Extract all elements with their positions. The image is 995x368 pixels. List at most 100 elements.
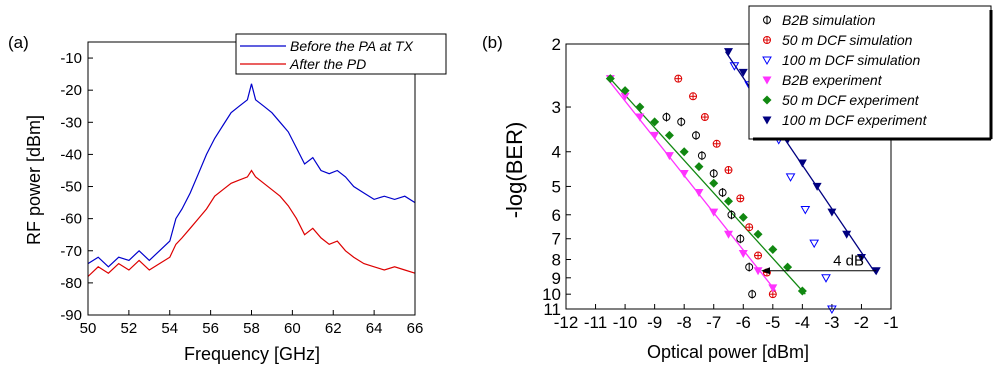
series-0-point [662, 112, 671, 122]
series-4-point [694, 162, 704, 172]
panel-b-frame [565, 43, 892, 310]
b-xtick-label: -10 [613, 313, 638, 332]
series-4-point [783, 262, 793, 272]
series-0-point [718, 188, 727, 198]
a-ytick-label: -80 [60, 275, 82, 292]
a-ytick-label: -50 [60, 179, 82, 196]
series-5-point [724, 48, 733, 57]
series-1-point [674, 74, 683, 83]
panel-a: (a) RF power [dBm] Frequency [GHz] 50 52 5… [8, 33, 447, 364]
legend-label-1: 50 m DCF simulation [782, 32, 913, 48]
a-xtick-label: 64 [366, 320, 383, 337]
panel-a-legend: Before the PA at TX After the PD [235, 33, 447, 75]
series-3-point [664, 152, 674, 161]
a-ytick-label: -60 [60, 211, 82, 228]
b-xtick-label: -6 [736, 313, 751, 332]
b-ytick-label: 11 [543, 300, 561, 319]
b-ytick-label: 6 [552, 206, 561, 225]
legend-marker-3 [762, 76, 772, 85]
legend-marker-5 [762, 116, 772, 125]
series-0-point [709, 168, 718, 178]
series-1-point [736, 194, 745, 203]
legend-label-3: B2B experiment [782, 72, 883, 88]
series-3-point [679, 169, 689, 178]
series-4-point [679, 147, 689, 157]
panel-b-legend: B2B simulation 50 m DCF simulation 100 m D… [748, 5, 993, 141]
b-ytick-label: 5 [552, 177, 561, 196]
fit-line-0 [606, 78, 777, 292]
series-4-point [768, 244, 778, 254]
a-xtick-label: 52 [121, 320, 138, 337]
b-xtick-label: -9 [647, 313, 662, 332]
b-xtick-label: -1 [883, 313, 898, 332]
b-xtick-label: -4 [795, 313, 810, 332]
a-xtick-label: 56 [202, 320, 219, 337]
legend-marker-4 [762, 95, 772, 105]
series-0-point [748, 289, 757, 299]
a-ytick-label: -90 [60, 307, 82, 324]
series-1-point [712, 139, 721, 148]
series-3-point [635, 113, 645, 122]
series-4-point [605, 74, 615, 84]
series-3-point [650, 131, 660, 140]
panel-b-annotation: 4 dB [761, 253, 877, 275]
legend-label-5: 100 m DCF experiment [782, 112, 928, 128]
series-3-point [724, 230, 733, 239]
series-4-point [753, 229, 763, 239]
panel-a-ylabel: RF power [dBm] [24, 115, 44, 245]
panel-b-legend-items: B2B simulation 50 m DCF simulation 100 m D… [762, 12, 928, 128]
annotation-arrowhead [761, 267, 770, 275]
b-ytick-label: 10 [542, 285, 561, 304]
series-3-point [768, 284, 778, 293]
b-ytick-label: 8 [552, 250, 561, 269]
legend-label-before-pa: Before the PA at TX [290, 38, 414, 54]
a-ytick-label: -40 [60, 146, 82, 163]
series-4-point [709, 178, 719, 188]
b-xtick-label: -11 [584, 313, 607, 332]
a-ytick-label: -30 [60, 114, 82, 131]
series-0-point [736, 234, 745, 244]
b-ytick-label: 7 [552, 230, 561, 249]
series-4-point [635, 102, 645, 112]
panel-b: (b) -log(BER) Optical power [dBm] -12 -11… [482, 5, 993, 362]
legend-marker-1 [763, 36, 771, 44]
a-xtick-label: 66 [407, 320, 424, 337]
a-xtick-label: 60 [284, 320, 301, 337]
series-2-point [821, 274, 831, 283]
series-4-point [738, 212, 748, 222]
series-1-point [724, 166, 733, 175]
a-xtick-label: 54 [161, 320, 178, 337]
series-2-point [729, 62, 740, 71]
series-1-point [745, 223, 754, 232]
b-ytick-label: 3 [552, 98, 561, 117]
annotation-label: 4 dB [833, 253, 864, 270]
b-xtick-label: -12 [554, 313, 579, 332]
series-1-point [689, 92, 698, 101]
b-ytick-label: 4 [552, 143, 561, 162]
panel-a-legend-box [235, 33, 447, 75]
series-1-point [700, 113, 709, 122]
legend-marker-0 [763, 15, 771, 25]
series-0-point [677, 117, 686, 127]
panel-a-xlabel: Frequency [GHz] [184, 344, 320, 364]
series-2-point [809, 239, 820, 249]
series-4-point [650, 117, 660, 127]
legend-label-after-pd: After the PD [289, 56, 366, 72]
series-3-point [620, 92, 630, 101]
panel-a-frame [87, 41, 416, 316]
panel-b-label: (b) [482, 33, 503, 52]
series-after-pd-line [87, 169, 416, 277]
series-4-point [724, 196, 733, 206]
series-5-point [738, 68, 748, 77]
series-1-point [754, 251, 763, 260]
series-3-point [753, 267, 763, 276]
legend-label-4: 50 m DCF experiment [782, 92, 920, 108]
series-4-point [664, 130, 674, 140]
panel-b-xlabel: Optical power [dBm] [647, 342, 809, 362]
panel-b-ylabel: -log(BER) [502, 122, 527, 219]
legend-label-2: 100 m DCF simulation [782, 52, 920, 68]
series-5-point [812, 182, 822, 191]
series-2-point [785, 173, 796, 182]
